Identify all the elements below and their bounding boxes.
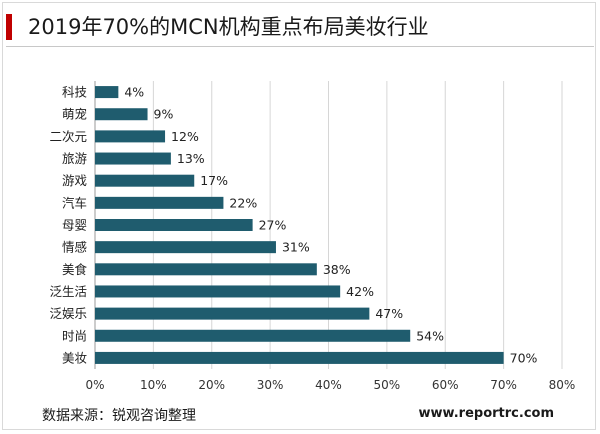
y-category-label: 泛生活	[49, 284, 87, 299]
x-tick-label: 80%	[549, 378, 576, 392]
data-label: 70%	[510, 350, 538, 365]
chart-title: 2019年70%的MCN机构重点布局美妆行业	[28, 15, 429, 39]
data-label: 27%	[259, 218, 287, 233]
website-url: www.reportrc.com	[418, 406, 554, 421]
x-tick-label: 0%	[85, 378, 104, 392]
bar	[95, 130, 166, 143]
x-tick-label: 40%	[315, 378, 342, 392]
chart-frame	[2, 2, 596, 430]
data-label: 22%	[229, 195, 257, 210]
y-category-label: 萌宠	[62, 107, 87, 122]
bar	[95, 329, 411, 342]
y-category-label: 汽车	[62, 195, 87, 210]
y-category-label: 科技	[62, 85, 88, 100]
bar	[95, 263, 317, 276]
x-tick-label: 20%	[198, 378, 225, 392]
x-tick-label: 70%	[490, 378, 517, 392]
y-category-label: 情感	[62, 240, 87, 255]
y-category-label: 泛娱乐	[49, 306, 87, 321]
bar	[95, 307, 370, 320]
y-category-label: 母婴	[62, 218, 87, 233]
data-label: 17%	[200, 173, 228, 188]
bar	[95, 219, 253, 231]
y-category-label: 二次元	[49, 129, 87, 144]
bar	[95, 351, 504, 364]
data-label: 13%	[177, 151, 205, 166]
y-category-label: 旅游	[62, 151, 88, 166]
x-tick-label: 60%	[432, 378, 459, 392]
bar	[95, 86, 119, 99]
data-label: 54%	[416, 328, 444, 343]
title-accent-bar	[6, 14, 12, 40]
x-tick-label: 10%	[140, 378, 167, 392]
y-category-label: 时尚	[62, 328, 87, 343]
data-label: 12%	[171, 129, 199, 144]
data-label: 9%	[154, 107, 174, 122]
bar	[95, 152, 171, 165]
y-category-label: 美食	[62, 262, 88, 277]
bar	[95, 285, 341, 298]
bar	[95, 196, 224, 209]
bar	[95, 241, 276, 254]
y-category-label: 美妆	[62, 350, 87, 365]
data-label: 4%	[124, 85, 144, 100]
data-label: 38%	[323, 262, 351, 277]
title-divider	[6, 46, 594, 47]
x-tick-label: 30%	[257, 378, 284, 392]
data-label: 31%	[282, 240, 310, 255]
bar	[95, 174, 195, 187]
bar	[95, 108, 148, 121]
data-label: 42%	[346, 284, 374, 299]
data-source: 数据来源：锐观咨询整理	[42, 408, 196, 424]
data-label: 47%	[375, 306, 403, 321]
x-tick-label: 50%	[374, 378, 401, 392]
y-category-label: 游戏	[62, 173, 87, 188]
